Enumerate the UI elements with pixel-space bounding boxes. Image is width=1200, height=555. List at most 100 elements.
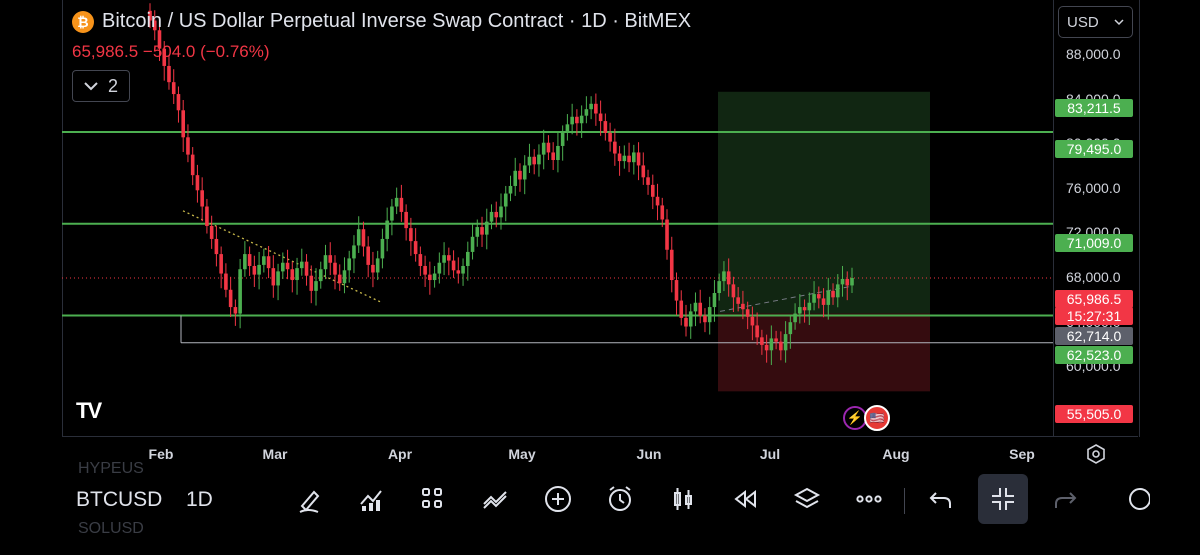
- candle-body: [722, 271, 726, 282]
- currency-value: USD: [1067, 13, 1099, 31]
- symbol-title[interactable]: ₿ Bitcoin / US Dollar Perpetual Inverse …: [72, 10, 691, 33]
- candle-body: [726, 271, 731, 285]
- candle-body: [560, 132, 565, 146]
- more-icon[interactable]: [850, 480, 888, 518]
- candle-body: [826, 290, 831, 305]
- us-flag-icon[interactable]: 🇺🇸: [864, 405, 890, 431]
- price-tag: 65,986.5: [1055, 290, 1133, 308]
- price-tag: 79,495.0: [1055, 140, 1133, 158]
- currency-selector[interactable]: USD: [1058, 6, 1133, 38]
- indicator-count: 2: [107, 75, 118, 96]
- candle-body: [646, 177, 650, 185]
- candle-body: [632, 152, 636, 163]
- candle-body: [541, 142, 546, 155]
- candle-body: [281, 262, 285, 272]
- candle-body: [371, 264, 375, 273]
- candle-body: [783, 334, 788, 351]
- time-axis-label: Sep: [1009, 446, 1035, 462]
- candle-body: [816, 294, 821, 299]
- candle-body: [769, 338, 774, 351]
- candle-body: [741, 303, 745, 310]
- candle-body: [224, 273, 228, 290]
- candle-body: [418, 254, 423, 266]
- account-icon[interactable]: [1120, 480, 1150, 518]
- candle-body: [262, 256, 266, 265]
- tradingview-logo[interactable]: TV: [76, 398, 102, 423]
- interval-selector[interactable]: 1D: [186, 488, 213, 511]
- candle-body: [295, 268, 299, 281]
- layouts-icon[interactable]: [414, 480, 452, 518]
- chart-type-icon[interactable]: [664, 480, 702, 518]
- candle-body: [380, 238, 385, 259]
- candle-body: [162, 48, 167, 66]
- candle-body: [299, 261, 304, 269]
- candle-body: [717, 281, 721, 294]
- candle-body: [347, 258, 352, 271]
- undo-icon[interactable]: [922, 480, 960, 518]
- candle-body: [793, 313, 797, 323]
- symbol-selector[interactable]: BTCUSD: [76, 488, 163, 511]
- candle-body: [594, 103, 598, 114]
- candle-body: [779, 341, 783, 351]
- alert-clock-icon[interactable]: [601, 480, 639, 518]
- candle-body: [413, 241, 418, 255]
- time-axis-label: Jul: [759, 446, 781, 462]
- candle-body: [195, 175, 200, 191]
- candle-body: [480, 227, 484, 235]
- candle-body: [328, 255, 333, 263]
- candle-body: [622, 155, 627, 162]
- candle-body: [669, 249, 674, 281]
- candle-body: [613, 141, 617, 154]
- candle-body: [290, 269, 295, 281]
- replay-icon[interactable]: [726, 480, 764, 518]
- candle-body: [276, 271, 280, 286]
- time-axis-label: Feb: [148, 446, 174, 462]
- exit-fullscreen-icon[interactable]: [978, 474, 1028, 524]
- indicators-icon[interactable]: [352, 480, 390, 518]
- candle-body: [760, 337, 764, 345]
- candle-body: [603, 121, 608, 133]
- candle-body: [537, 154, 541, 165]
- candle-body: [845, 278, 850, 286]
- candle-body: [167, 65, 171, 83]
- candle-body: [257, 264, 261, 275]
- price-scale-tick: 88,000.0: [1066, 46, 1121, 62]
- brush-icon[interactable]: [290, 480, 328, 518]
- candle-body: [461, 265, 465, 274]
- add-icon[interactable]: [539, 480, 577, 518]
- candle-body: [636, 152, 641, 166]
- settings-icon[interactable]: [1086, 444, 1106, 469]
- candle-body: [532, 156, 537, 165]
- candle-body: [703, 315, 707, 323]
- candle-body: [442, 255, 446, 263]
- candle-body: [361, 229, 366, 247]
- trend-line: [182, 210, 381, 303]
- candle-body: [423, 265, 427, 275]
- candle-body: [802, 307, 807, 311]
- candle-body: [247, 254, 252, 266]
- candle-body: [399, 197, 404, 212]
- candle-body: [565, 124, 570, 133]
- candle-body: [655, 196, 660, 206]
- candle-body: [432, 273, 437, 281]
- time-axis-label: Mar: [262, 446, 288, 462]
- chart-frame[interactable]: [62, 0, 1140, 437]
- candle-body: [271, 268, 276, 286]
- candle-body: [465, 251, 470, 266]
- symbol-title-text: Bitcoin / US Dollar Perpetual Inverse Sw…: [102, 10, 692, 32]
- candle-body: [228, 289, 233, 308]
- collapse-indicators-button[interactable]: 2: [72, 70, 130, 102]
- candle-body: [181, 110, 186, 138]
- price-tag: 62,523.0: [1055, 346, 1133, 364]
- redo-icon[interactable]: [1046, 480, 1084, 518]
- time-axis-label: Jun: [636, 446, 662, 462]
- candle-body: [584, 109, 589, 116]
- candle-body: [200, 190, 204, 207]
- layers-icon[interactable]: [788, 480, 826, 518]
- candle-body: [736, 297, 740, 304]
- candle-body: [707, 307, 712, 323]
- candle-body: [390, 206, 394, 221]
- price-scale-tick: 68,000.0: [1066, 269, 1121, 285]
- compare-icon[interactable]: [476, 480, 514, 518]
